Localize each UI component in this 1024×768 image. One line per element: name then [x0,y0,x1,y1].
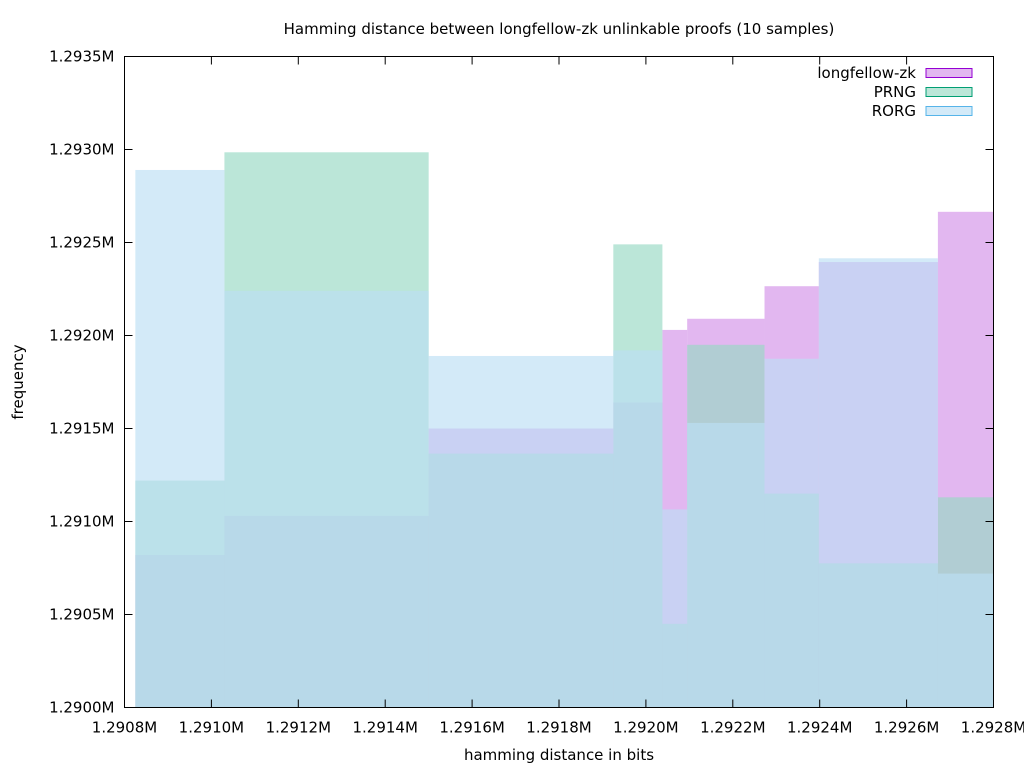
axis-ticks [124,56,994,708]
x-tick-label-1: 1.2910M [179,719,244,737]
legend-label-0: longfellow-zk [817,64,916,82]
y-tick-label-0: 1.2900M [49,699,114,717]
legend-swatch-2 [925,106,973,116]
x-tick-label-0: 1.2908M [92,719,157,737]
bar-2-3 [613,350,663,708]
y-tick-label-2: 1.2910M [49,513,114,531]
x-tick-label-8: 1.2924M [787,719,852,737]
series-rorg [135,169,994,708]
legend-swatch-0 [925,68,973,78]
y-tick-labels: 1.2900M 1.2905M 1.2910M 1.2915M 1.2920M 1.292… [49,48,114,717]
bar-2-4 [662,509,688,708]
y-tick-label-7: 1.2935M [49,48,114,66]
legend-label-1: PRNG [874,83,916,101]
y-tick-label-6: 1.2930M [49,141,114,159]
bar-2-2 [428,355,614,708]
bar-2-6 [764,358,819,708]
chart-title: Hamming distance between longfellow-zk u… [284,20,835,38]
x-tick-label-5: 1.2918M [526,719,591,737]
x-tick-label-7: 1.2922M [700,719,765,737]
x-tick-label-4: 1.2916M [439,719,504,737]
y-axis-label: frequency [9,344,27,419]
y-tick-label-3: 1.2915M [49,420,114,438]
bar-2-7 [818,258,938,708]
bar-2-8 [937,573,994,708]
bar-2-1 [224,290,429,708]
x-tick-label-2: 1.2912M [266,719,331,737]
bar-2-0 [135,169,225,708]
x-tick-labels: 1.2908M 1.2910M 1.2912M 1.2914M 1.2916M 1.291… [92,719,1024,737]
x-tick-label-6: 1.2920M [613,719,678,737]
histogram-bars [135,152,994,708]
x-axis-label: hamming distance in bits [464,746,654,764]
legend-swatch-1 [925,87,973,97]
bar-2-5 [687,422,765,708]
y-tick-label-1: 1.2905M [49,606,114,624]
y-tick-label-4: 1.2920M [49,327,114,345]
x-tick-label-9: 1.2926M [874,719,939,737]
x-tick-label-3: 1.2914M [352,719,417,737]
y-tick-label-5: 1.2925M [49,234,114,252]
legend-label-2: RORG [872,102,916,120]
x-tick-label-10: 1.2928M [961,719,1024,737]
